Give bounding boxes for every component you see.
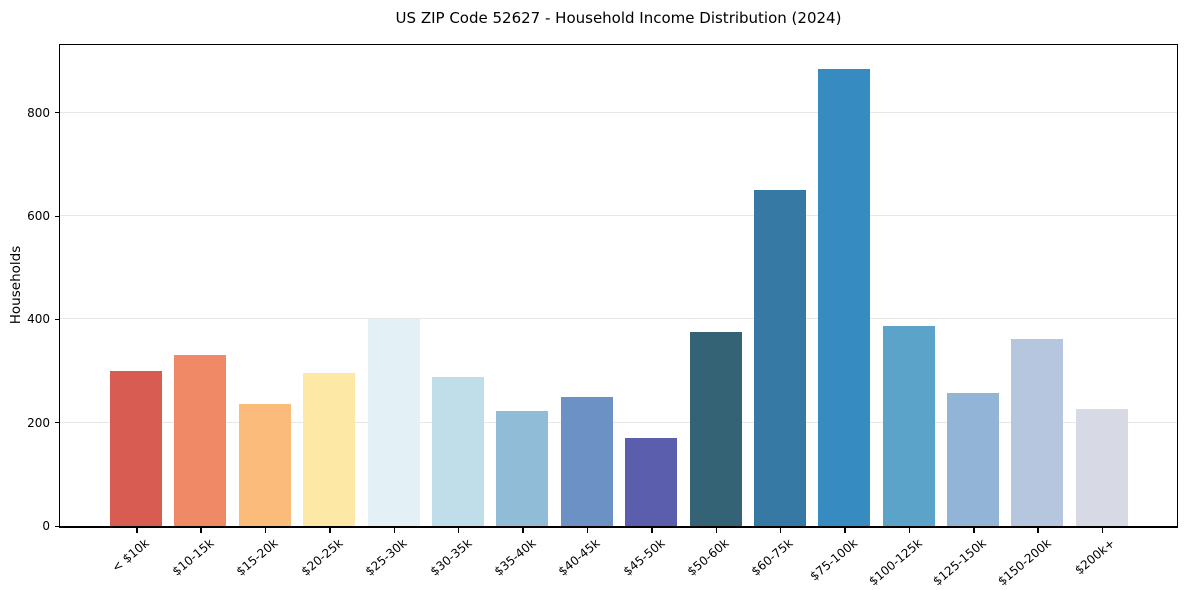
x-tick-label: $60-75k bbox=[749, 536, 796, 579]
bar-slot: $25-30k bbox=[363, 45, 420, 579]
bars-container: < $10k $10-15k $15-20k $20-25k $25-30k $30-35… bbox=[60, 45, 1177, 588]
bar bbox=[496, 411, 549, 526]
bar-slot: $100-125k bbox=[866, 45, 935, 588]
x-tick-label: $40-45k bbox=[555, 536, 603, 579]
bar-slot: $30-35k bbox=[427, 45, 484, 579]
x-tick bbox=[522, 528, 524, 533]
x-tick-label: $30-35k bbox=[427, 536, 474, 579]
bar bbox=[110, 371, 162, 526]
x-tick bbox=[908, 528, 911, 533]
bar-slot: $75-100k bbox=[808, 45, 871, 583]
gridline bbox=[60, 111, 1177, 113]
x-tick bbox=[200, 528, 202, 533]
gridline bbox=[60, 215, 1177, 217]
bar bbox=[625, 438, 678, 526]
bar bbox=[753, 189, 806, 526]
x-tick-label: $35-40k bbox=[491, 536, 539, 579]
x-tick-label: $75-100k bbox=[807, 536, 861, 584]
bar-slot: $60-75k bbox=[749, 45, 806, 579]
x-tick-label: $200k+ bbox=[1072, 536, 1118, 578]
plot-area: < $10k $10-15k $15-20k $20-25k $25-30k $30-35… bbox=[59, 44, 1178, 588]
y-tick bbox=[54, 215, 59, 217]
x-tick-label: $50-60k bbox=[684, 536, 732, 579]
bar-slot: $35-40k bbox=[491, 45, 549, 579]
x-tick bbox=[329, 528, 331, 533]
x-tick bbox=[586, 528, 589, 533]
bar bbox=[431, 377, 484, 526]
x-tick-label: $150-200k bbox=[994, 536, 1054, 589]
x-tick-label: $15-20k bbox=[233, 536, 281, 579]
bar bbox=[818, 68, 871, 526]
x-tick bbox=[715, 528, 718, 533]
gridline bbox=[60, 421, 1177, 423]
bar bbox=[303, 373, 356, 526]
chart-title: US ZIP Code 52627 - Household Income Dis… bbox=[395, 9, 842, 27]
bar-slot: $150-200k bbox=[995, 45, 1064, 588]
bar-slot: $15-20k bbox=[234, 45, 291, 579]
y-tick bbox=[54, 422, 59, 424]
x-tick bbox=[844, 528, 846, 533]
y-tick bbox=[54, 525, 59, 527]
bar bbox=[1011, 338, 1064, 526]
y-tick-label: 600 bbox=[27, 209, 50, 223]
x-tick bbox=[651, 528, 653, 533]
y-tick bbox=[54, 112, 59, 114]
bar-slot: $45-50k bbox=[620, 45, 678, 579]
bar bbox=[882, 326, 935, 526]
y-tick-label: 400 bbox=[27, 312, 50, 327]
bar bbox=[174, 355, 227, 526]
y-tick-label: 0 bbox=[42, 519, 50, 533]
bar bbox=[689, 331, 742, 526]
y-axis: 0 200 400 600 800 bbox=[0, 44, 59, 533]
x-tick bbox=[393, 528, 396, 533]
x-tick-label: $125-150k bbox=[930, 536, 990, 589]
x-tick bbox=[1037, 528, 1039, 533]
bar-slot: $200k+ bbox=[1072, 45, 1128, 577]
bar-slot: < $10k bbox=[109, 45, 162, 575]
bar-slot: $125-150k bbox=[930, 45, 1000, 588]
x-tick-label: $25-30k bbox=[362, 536, 410, 579]
x-tick bbox=[973, 528, 975, 533]
x-tick bbox=[779, 528, 782, 533]
y-tick-label: 800 bbox=[27, 105, 50, 120]
x-tick-label: $20-25k bbox=[298, 536, 346, 579]
x-tick-label: < $10k bbox=[109, 536, 152, 575]
x-tick-label: $10-15k bbox=[169, 536, 217, 579]
bar-slot: $40-45k bbox=[556, 45, 613, 579]
bar-slot: $20-25k bbox=[298, 45, 356, 579]
x-tick bbox=[136, 528, 138, 533]
bar bbox=[238, 404, 291, 526]
bar-slot: $10-15k bbox=[170, 45, 227, 579]
bar-slot: $50-60k bbox=[685, 45, 742, 579]
x-tick-label: $45-50k bbox=[620, 536, 668, 579]
gridline bbox=[60, 318, 1177, 320]
y-tick-label: 200 bbox=[27, 415, 50, 430]
x-tick bbox=[457, 528, 460, 533]
bar bbox=[560, 397, 613, 526]
x-tick-label: $100-125k bbox=[866, 536, 925, 589]
x-tick bbox=[1101, 528, 1104, 533]
bar bbox=[947, 393, 1000, 526]
y-tick bbox=[54, 318, 59, 320]
x-tick bbox=[264, 528, 267, 533]
bar bbox=[367, 318, 420, 526]
bar bbox=[1075, 409, 1128, 526]
